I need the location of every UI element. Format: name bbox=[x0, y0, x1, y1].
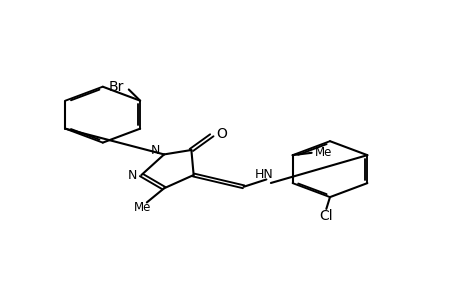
Text: Me: Me bbox=[314, 146, 331, 159]
Text: HN: HN bbox=[254, 168, 273, 181]
Text: O: O bbox=[216, 127, 227, 141]
Text: Br: Br bbox=[108, 80, 123, 94]
Text: Me: Me bbox=[133, 201, 151, 214]
Text: N: N bbox=[151, 144, 160, 158]
Text: N: N bbox=[127, 169, 137, 182]
Text: Cl: Cl bbox=[319, 209, 332, 223]
